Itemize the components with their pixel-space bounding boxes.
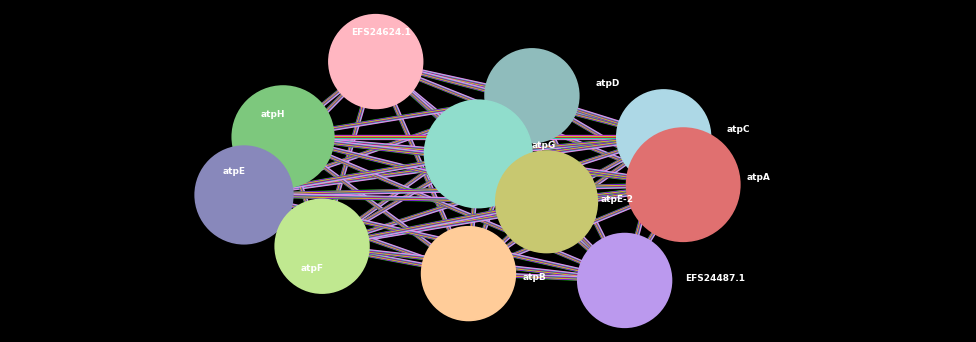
Text: EFS24624.1: EFS24624.1	[350, 28, 411, 37]
Ellipse shape	[617, 90, 711, 184]
Ellipse shape	[627, 128, 740, 241]
Text: atpH: atpH	[261, 110, 286, 119]
Ellipse shape	[195, 146, 293, 244]
Text: atpC: atpC	[727, 126, 751, 134]
Ellipse shape	[578, 234, 671, 327]
Text: atpA: atpA	[747, 173, 770, 182]
Ellipse shape	[232, 86, 334, 187]
Text: EFS24487.1: EFS24487.1	[685, 274, 745, 283]
Text: atpB: atpB	[522, 273, 546, 281]
Text: atpE-2: atpE-2	[600, 195, 633, 203]
Text: atpF: atpF	[301, 264, 324, 273]
Text: atpE: atpE	[223, 167, 246, 176]
Ellipse shape	[329, 15, 423, 108]
Ellipse shape	[425, 100, 532, 208]
Ellipse shape	[275, 199, 369, 293]
Ellipse shape	[422, 227, 515, 320]
Text: atpD: atpD	[595, 79, 620, 88]
Text: atpG: atpG	[532, 141, 556, 150]
Ellipse shape	[485, 49, 579, 143]
Ellipse shape	[496, 151, 597, 252]
